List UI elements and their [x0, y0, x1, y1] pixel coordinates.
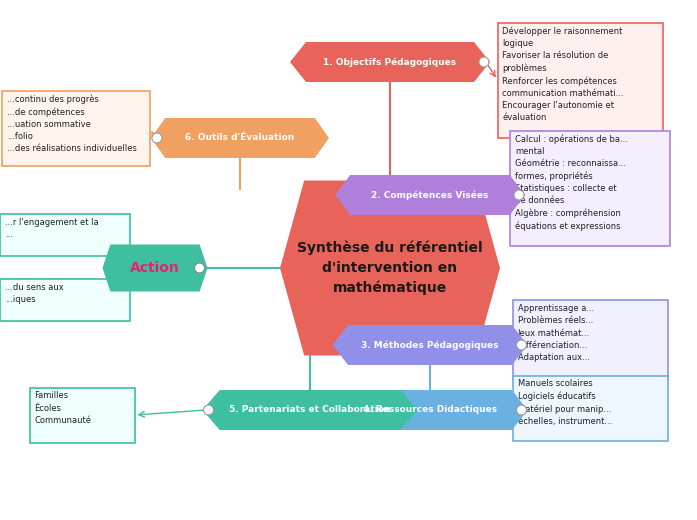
- Text: Développer le raisonnement
logique
Favoriser la résolution de
problèmes
Renforce: Développer le raisonnement logique Favor…: [503, 27, 624, 123]
- Polygon shape: [203, 390, 418, 430]
- Circle shape: [152, 133, 162, 143]
- FancyBboxPatch shape: [512, 300, 668, 380]
- Polygon shape: [151, 118, 329, 158]
- Circle shape: [479, 57, 489, 67]
- FancyBboxPatch shape: [510, 131, 670, 245]
- Circle shape: [194, 263, 204, 273]
- FancyBboxPatch shape: [2, 90, 150, 165]
- FancyBboxPatch shape: [0, 214, 130, 256]
- FancyBboxPatch shape: [512, 375, 668, 440]
- Circle shape: [514, 190, 524, 200]
- Polygon shape: [332, 390, 528, 430]
- Polygon shape: [332, 325, 528, 365]
- Text: Action: Action: [130, 261, 180, 275]
- FancyBboxPatch shape: [29, 387, 135, 443]
- Text: 6. Outils d'Évaluation: 6. Outils d'Évaluation: [185, 134, 295, 142]
- Text: 1. Objectifs Pédagogiques: 1. Objectifs Pédagogiques: [323, 57, 457, 67]
- Text: Synthèse du référentiel
d'intervention en
mathématique: Synthèse du référentiel d'intervention e…: [297, 241, 483, 295]
- Polygon shape: [280, 180, 500, 356]
- Text: 2. Compétences Visées: 2. Compétences Visées: [372, 190, 489, 200]
- Text: 4. Ressources Didactiques: 4. Ressources Didactiques: [363, 406, 497, 414]
- Text: Familles
Écoles
Communauté: Familles Écoles Communauté: [34, 392, 91, 425]
- FancyBboxPatch shape: [498, 22, 663, 137]
- Circle shape: [516, 405, 526, 415]
- Text: 3. Méthodes Pédagogiques: 3. Méthodes Pédagogiques: [361, 340, 499, 350]
- Polygon shape: [290, 42, 490, 82]
- FancyBboxPatch shape: [0, 279, 130, 321]
- Text: ...continu des progrès
...de compétences
...uation sommative
...folio
...des réa: ...continu des progrès ...de compétences…: [7, 95, 137, 153]
- Circle shape: [516, 340, 526, 350]
- Polygon shape: [335, 175, 525, 215]
- Circle shape: [204, 405, 213, 415]
- Polygon shape: [102, 244, 208, 292]
- Text: Calcul : opérations de ba...
mental
Géométrie : reconnaissa...
formes, propriété: Calcul : opérations de ba... mental Géom…: [515, 135, 628, 231]
- Text: Apprentissage a...
Problèmes réels...
Jeux mathémat...
Différenciation...
Adapta: Apprentissage a... Problèmes réels... Je…: [517, 304, 594, 362]
- Text: Manuels scolaires
Logiciels éducatifs
Matériel pour manip...
échelles, instrumen: Manuels scolaires Logiciels éducatifs Ma…: [517, 380, 612, 426]
- Text: ...du sens aux
...iques: ...du sens aux ...iques: [5, 283, 63, 304]
- Text: 5. Partenariats et Collaboration: 5. Partenariats et Collaboration: [229, 406, 391, 414]
- Text: ...r l'engagement et la
...: ...r l'engagement et la ...: [5, 218, 98, 239]
